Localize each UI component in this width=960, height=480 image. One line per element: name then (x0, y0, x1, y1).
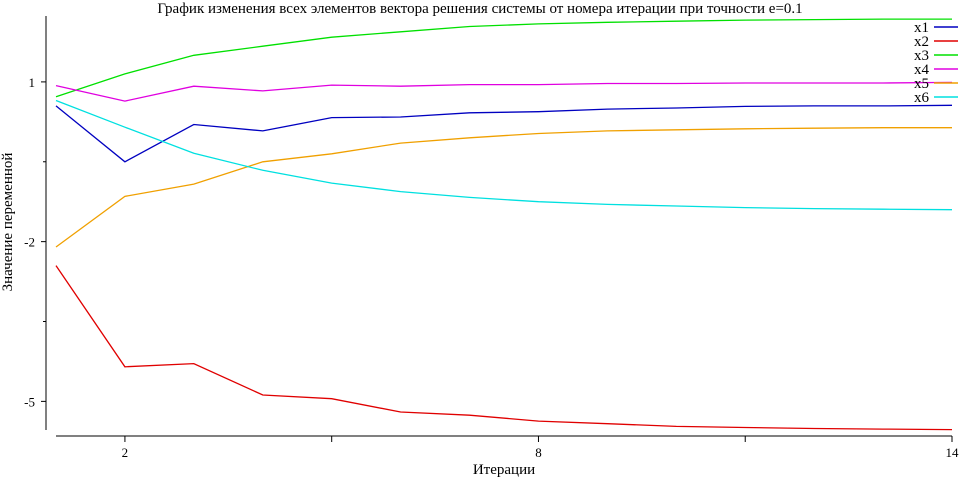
series-line-x6 (55, 99, 953, 211)
legend-label-x3: x3 (914, 48, 929, 64)
series-line-x1 (55, 104, 953, 163)
series-line-x5 (55, 127, 952, 248)
y-tick-label: -2 (24, 235, 35, 250)
x-tick-label: 8 (535, 445, 542, 460)
y-tick-label: -5 (24, 394, 35, 409)
series-line-x2 (55, 265, 953, 431)
legend-label-x4: x4 (914, 62, 930, 78)
axes: -5 -2 1 2 8 14 (24, 16, 959, 460)
legend-label-x6: x6 (914, 90, 930, 106)
y-axis-label: Значение переменной (0, 153, 16, 292)
y-tick-label: 1 (29, 75, 36, 90)
legend-label-x5: x5 (914, 76, 929, 92)
series-line-x4 (55, 81, 953, 102)
series-line-x3 (55, 18, 952, 98)
legend-label-x1: x1 (914, 20, 929, 36)
x-axis-label: Итерации (473, 462, 535, 478)
chart-title: График изменения всех элементов вектора … (157, 1, 802, 17)
x-tick-label: 14 (946, 445, 960, 460)
plot-series (55, 18, 953, 431)
x-tick-label: 2 (122, 445, 129, 460)
legend-label-x2: x2 (914, 34, 929, 50)
